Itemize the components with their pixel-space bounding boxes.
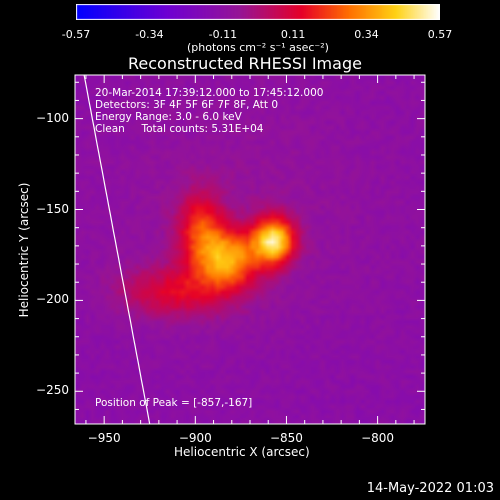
solar-limb-line bbox=[83, 74, 151, 425]
info-line: Clean Total counts: 5.31E+04 bbox=[95, 123, 264, 135]
y-tick-label: −250 bbox=[36, 383, 69, 398]
info-line: Detectors: 3F 4F 5F 6F 7F 8F, Att 0 bbox=[95, 99, 279, 111]
x-axis-label: Heliocentric X (arcsec) bbox=[174, 445, 310, 459]
colorbar-tick-label: 0.34 bbox=[354, 28, 379, 41]
footer-date: 14-May-2022 01:03 bbox=[366, 481, 494, 496]
y-tick-label: −100 bbox=[36, 110, 69, 125]
chart-title: Reconstructed RHESSI Image bbox=[128, 54, 362, 73]
y-tick-label: −200 bbox=[36, 292, 69, 307]
info-line: Energy Range: 3.0 - 6.0 keV bbox=[95, 111, 242, 123]
colorbar-unit-label: (photons cm⁻² s⁻¹ asec⁻²) bbox=[187, 41, 329, 54]
info-line: 20-Mar-2014 17:39:12.000 to 17:45:12.000 bbox=[95, 87, 324, 99]
y-axis-label: Heliocentric Y (arcsec) bbox=[17, 182, 31, 318]
x-tick-label: −850 bbox=[269, 431, 303, 445]
peak-position-text: Position of Peak = [-857,-167] bbox=[95, 397, 253, 409]
heatmap-image bbox=[75, 75, 425, 424]
colorbar bbox=[76, 4, 440, 20]
colorbar-tick-label: -0.34 bbox=[135, 28, 164, 41]
x-tick-label: −900 bbox=[178, 431, 212, 445]
colorbar-tick-label: -0.11 bbox=[208, 28, 238, 41]
colorbar-tick-label: 0.11 bbox=[280, 28, 306, 41]
colorbar-tick-label: 0.57 bbox=[427, 28, 453, 41]
y-tick-label: −150 bbox=[36, 201, 69, 216]
x-tick-label: −800 bbox=[361, 431, 395, 445]
colorbar-tick-label: -0.57 bbox=[61, 28, 91, 41]
x-tick-label: −950 bbox=[87, 431, 121, 445]
